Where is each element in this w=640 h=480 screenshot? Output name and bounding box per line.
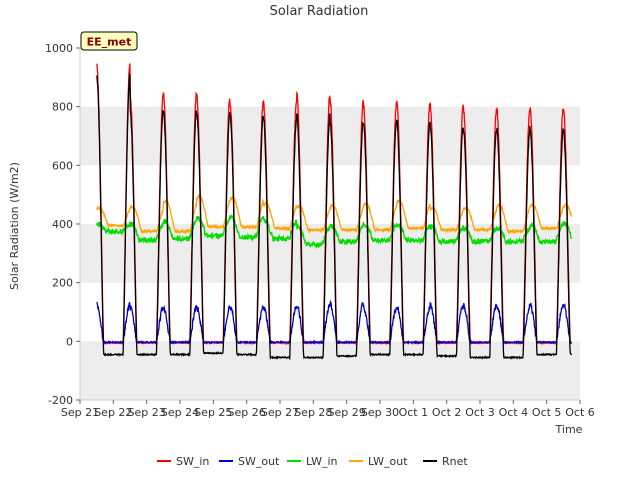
y-tick-label: 800 bbox=[52, 101, 73, 114]
y-tick-label: -200 bbox=[48, 394, 73, 407]
x-tick-label: Sep 28 bbox=[294, 406, 332, 419]
legend-label: LW_out bbox=[368, 455, 408, 468]
x-tick-label: Sep 22 bbox=[94, 406, 132, 419]
x-tick-label: Oct 6 bbox=[565, 406, 595, 419]
station-badge-box bbox=[80, 31, 138, 51]
station-label: EE_met bbox=[87, 36, 132, 49]
x-axis-label: Time bbox=[555, 423, 583, 436]
legend-label: LW_in bbox=[306, 455, 338, 468]
y-tick-label: 400 bbox=[52, 218, 73, 231]
y-axis-label: Solar Radiation (W/m2) bbox=[8, 162, 21, 290]
x-tick-label: Sep 25 bbox=[194, 406, 232, 419]
x-tick-label: Sep 21 bbox=[61, 406, 99, 419]
station-badge: EE_met bbox=[80, 31, 138, 51]
x-tick-label: Oct 3 bbox=[465, 406, 495, 419]
grid-band bbox=[80, 224, 580, 283]
x-tick-label: Oct 2 bbox=[432, 406, 462, 419]
x-tick-label: Oct 5 bbox=[532, 406, 562, 419]
series-line-sw-out bbox=[96, 299, 572, 346]
x-tick-label: Sep 24 bbox=[161, 406, 199, 419]
x-tick-label: Oct 4 bbox=[499, 406, 529, 419]
y-tick-label: 0 bbox=[66, 335, 73, 348]
legend-label: SW_out bbox=[238, 455, 280, 468]
y-tick-label: 200 bbox=[52, 277, 73, 290]
x-tick-label: Sep 23 bbox=[128, 406, 166, 419]
x-tick-label: Sep 30 bbox=[361, 406, 399, 419]
x-tick-label: Sep 26 bbox=[228, 406, 266, 419]
y-tick-label: 600 bbox=[52, 159, 73, 172]
series-layer bbox=[96, 63, 573, 361]
legend-label: Rnet bbox=[442, 455, 468, 468]
grid-band bbox=[80, 341, 580, 400]
x-tick-label: Oct 1 bbox=[399, 406, 429, 419]
legend-label: SW_in bbox=[176, 455, 209, 468]
series-line-rnet bbox=[96, 72, 572, 361]
x-tick-label: Sep 27 bbox=[261, 406, 299, 419]
legend: SW_in SW_out LW_in LW_out Rnet bbox=[157, 455, 468, 468]
x-tick-label: Sep 29 bbox=[328, 406, 366, 419]
chart-title: Solar Radiation bbox=[270, 4, 369, 19]
y-tick-label: 1000 bbox=[45, 42, 73, 55]
